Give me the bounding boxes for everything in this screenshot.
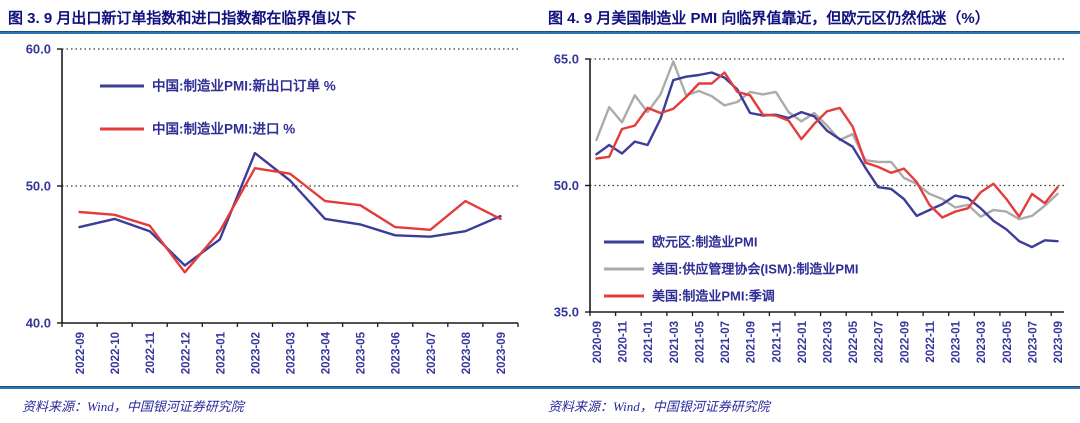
legend-label-0: 欧元区:制造业PMI (652, 235, 757, 250)
x-axis-tick-label: 2022-10 (110, 332, 122, 374)
legend-label-2: 美国:制造业PMI:季调 (652, 289, 775, 304)
y-axis-tick-label: 60.0 (26, 42, 51, 57)
series-line-1 (595, 60, 1059, 221)
figure-4-panel: 图 4. 9 月美国制造业 PMI 向临界值靠近，但欧元区仍然低迷（%） 35.… (540, 0, 1080, 423)
title-divider-rule (0, 31, 1080, 34)
legend-label-1: 美国:供应管理协会(ISM):制造业PMI (652, 262, 859, 277)
y-axis-tick-label: 50.0 (554, 178, 579, 193)
x-axis-tick-label: 2022-09 (899, 321, 911, 363)
x-axis-tick-label: 2021-11 (771, 320, 783, 362)
x-axis-tick-label: 2021-07 (720, 321, 732, 363)
x-axis-tick-label: 2021-01 (643, 320, 655, 363)
y-axis-tick-label: 35.0 (554, 305, 579, 320)
figure-3-source: 资料来源：Wind，中国银河证券研究院 (22, 399, 244, 414)
x-axis-tick-label: 2022-12 (180, 332, 192, 374)
x-axis-tick-label: 2022-09 (75, 332, 87, 374)
figure-4-title: 图 4. 9 月美国制造业 PMI 向临界值靠近，但欧元区仍然低迷（%） (548, 10, 990, 27)
x-axis-tick-label: 2023-02 (250, 332, 262, 374)
figure-3-title: 图 3. 9 月出口新订单指数和进口指数都在临界值以下 (8, 10, 357, 27)
x-axis-tick-label: 2023-09 (496, 332, 508, 374)
x-axis-tick-label: 2023-08 (461, 331, 473, 374)
x-axis-tick-label: 2022-11 (925, 320, 937, 362)
x-axis-tick-label: 2021-05 (694, 320, 706, 363)
y-axis-tick-label: 65.0 (554, 52, 579, 67)
x-axis-tick-label: 2023-09 (1053, 321, 1065, 363)
source-divider-rule (0, 386, 1080, 389)
x-axis-tick-label: 2020-11 (618, 320, 630, 362)
x-axis-tick-label: 2023-04 (321, 331, 333, 374)
series-line-1 (78, 166, 502, 274)
series-line-0 (595, 71, 1059, 249)
x-axis-tick-label: 2020-09 (592, 321, 604, 363)
x-axis-tick-label: 2023-03 (286, 332, 298, 374)
x-axis-tick-label: 2022-03 (823, 321, 835, 363)
x-axis-tick-label: 2022-07 (874, 321, 886, 363)
x-axis-tick-label: 2023-06 (391, 332, 403, 374)
x-axis-tick-label: 2023-03 (976, 321, 988, 363)
x-axis-tick-label: 2022-01 (797, 320, 809, 363)
series-line-0 (78, 151, 502, 267)
x-axis-tick-label: 2023-05 (1002, 320, 1014, 363)
x-axis-tick-label: 2023-01 (951, 320, 963, 363)
x-axis-tick-label: 2021-09 (746, 321, 758, 363)
x-axis-tick-label: 2021-03 (669, 321, 681, 363)
figure-3-line-chart: 40.0 50.0 60.0 2022-09 2022-10 2022-11 2022-12… (26, 42, 519, 374)
x-axis-tick-label: 2023-01 (215, 331, 227, 374)
figure-4-line-chart: 35.0 50.0 65.0 2020-09 2020-11 2021-01 2021-03… (554, 52, 1065, 364)
figure-4-source: 资料来源：Wind，中国银河证券研究院 (548, 399, 770, 414)
legend-label-1: 中国:制造业PMI:进口 % (152, 121, 295, 137)
series-line-2 (595, 71, 1059, 219)
x-axis-tick-label: 2022-05 (848, 320, 860, 363)
figure-3-panel: 图 3. 9 月出口新订单指数和进口指数都在临界值以下 40.0 50.0 60.0… (8, 10, 519, 414)
x-axis-tick-label: 2023-07 (426, 332, 438, 374)
x-axis-tick-label: 2022-11 (145, 331, 157, 373)
y-axis-tick-label: 50.0 (26, 179, 51, 194)
x-axis-tick-label: 2023-07 (1028, 321, 1040, 363)
y-axis-tick-label: 40.0 (26, 316, 51, 331)
legend-label-0: 中国:制造业PMI:新出口订单 % (152, 78, 336, 94)
x-axis-tick-label: 2023-05 (356, 331, 368, 374)
